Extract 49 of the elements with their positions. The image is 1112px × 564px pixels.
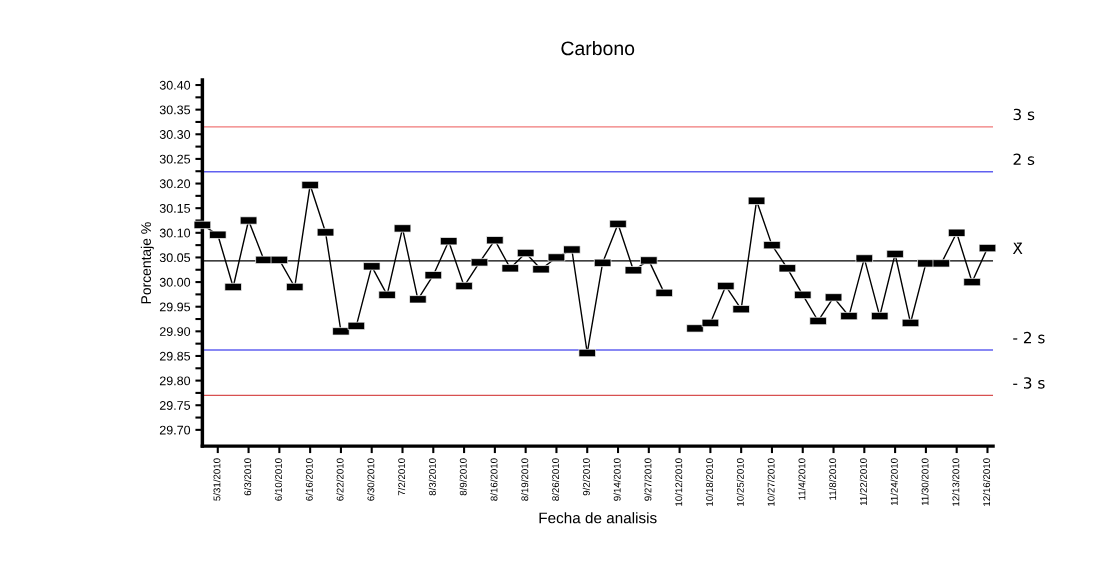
x-tick-label: 9/2/2010 [582,458,590,496]
x-tick-label: 12/16/2010 [982,458,991,506]
y-axis-title: Porcentaje % [140,222,154,304]
x-tick-label: 10/25/2010 [736,458,744,506]
y-tick-label: 29.85 [159,351,191,361]
x-tick-label: 9/14/2010 [613,458,621,501]
y-tick-label: 30.00 [159,277,191,287]
x-tick-label: 7/2/2010 [397,458,406,496]
y-tick-label: 30.30 [159,130,191,139]
y-tick-label: 30.40 [159,80,191,90]
x-tick-label: 6/30/2010 [367,458,375,501]
x-tick-label: 6/22/2010 [336,458,344,501]
y-tick-label: 29.95 [159,302,191,312]
y-tick-label: 30.05 [159,253,191,263]
ref-line-label: - 3 s [1013,377,1045,389]
ref-line-label: - 2 s [1013,331,1045,344]
x-tick-label: 6/3/2010 [244,458,252,496]
x-tick-label: 8/3/2010 [428,458,436,496]
x-tick-label: 6/16/2010 [305,458,313,501]
x-tick-label: 10/27/2010 [767,458,775,506]
y-tick-label: 29.80 [159,376,191,386]
x-tick-label: 11/4/2010 [798,458,806,500]
x-tick-label: 11/24/2010 [890,458,898,506]
x-tick-label: 10/12/2010 [675,458,683,506]
x-tick-label: 8/16/2010 [490,458,498,501]
y-tick-label: 30.15 [159,203,191,213]
ref-line-label: X̄ [1012,242,1023,254]
x-tick-label: 11/30/2010 [921,458,929,506]
y-tick-label: 30.25 [159,154,191,164]
x-tick-label: 8/19/2010 [521,458,529,501]
chart-title: Carbono [561,41,635,56]
y-tick-label: 29.70 [159,425,191,435]
x-tick-label: 6/10/2010 [274,458,282,501]
y-tick-label: 30.35 [159,105,191,115]
x-tick-label: 8/9/2010 [459,458,467,496]
x-tick-label: 5/31/2010 [213,458,221,501]
x-tick-label: 11/8/2010 [829,458,837,500]
x-axis-title: Fecha de analisis [539,512,657,524]
x-tick-label: 9/27/2010 [644,458,652,501]
x-tick-label: 8/26/2010 [551,458,560,501]
ref-line-label: 3 s [1013,108,1035,121]
y-tick-label: 29.75 [159,401,191,410]
x-tick-label: 11/22/2010 [859,458,867,506]
x-tick-label: 10/18/2010 [705,458,713,506]
y-tick-label: 29.90 [159,327,191,336]
x-tick-label: 12/13/2010 [952,458,960,506]
y-tick-label: 30.20 [159,179,191,189]
y-tick-label: 30.10 [159,228,191,238]
ref-line-label: 2 s [1013,153,1035,166]
